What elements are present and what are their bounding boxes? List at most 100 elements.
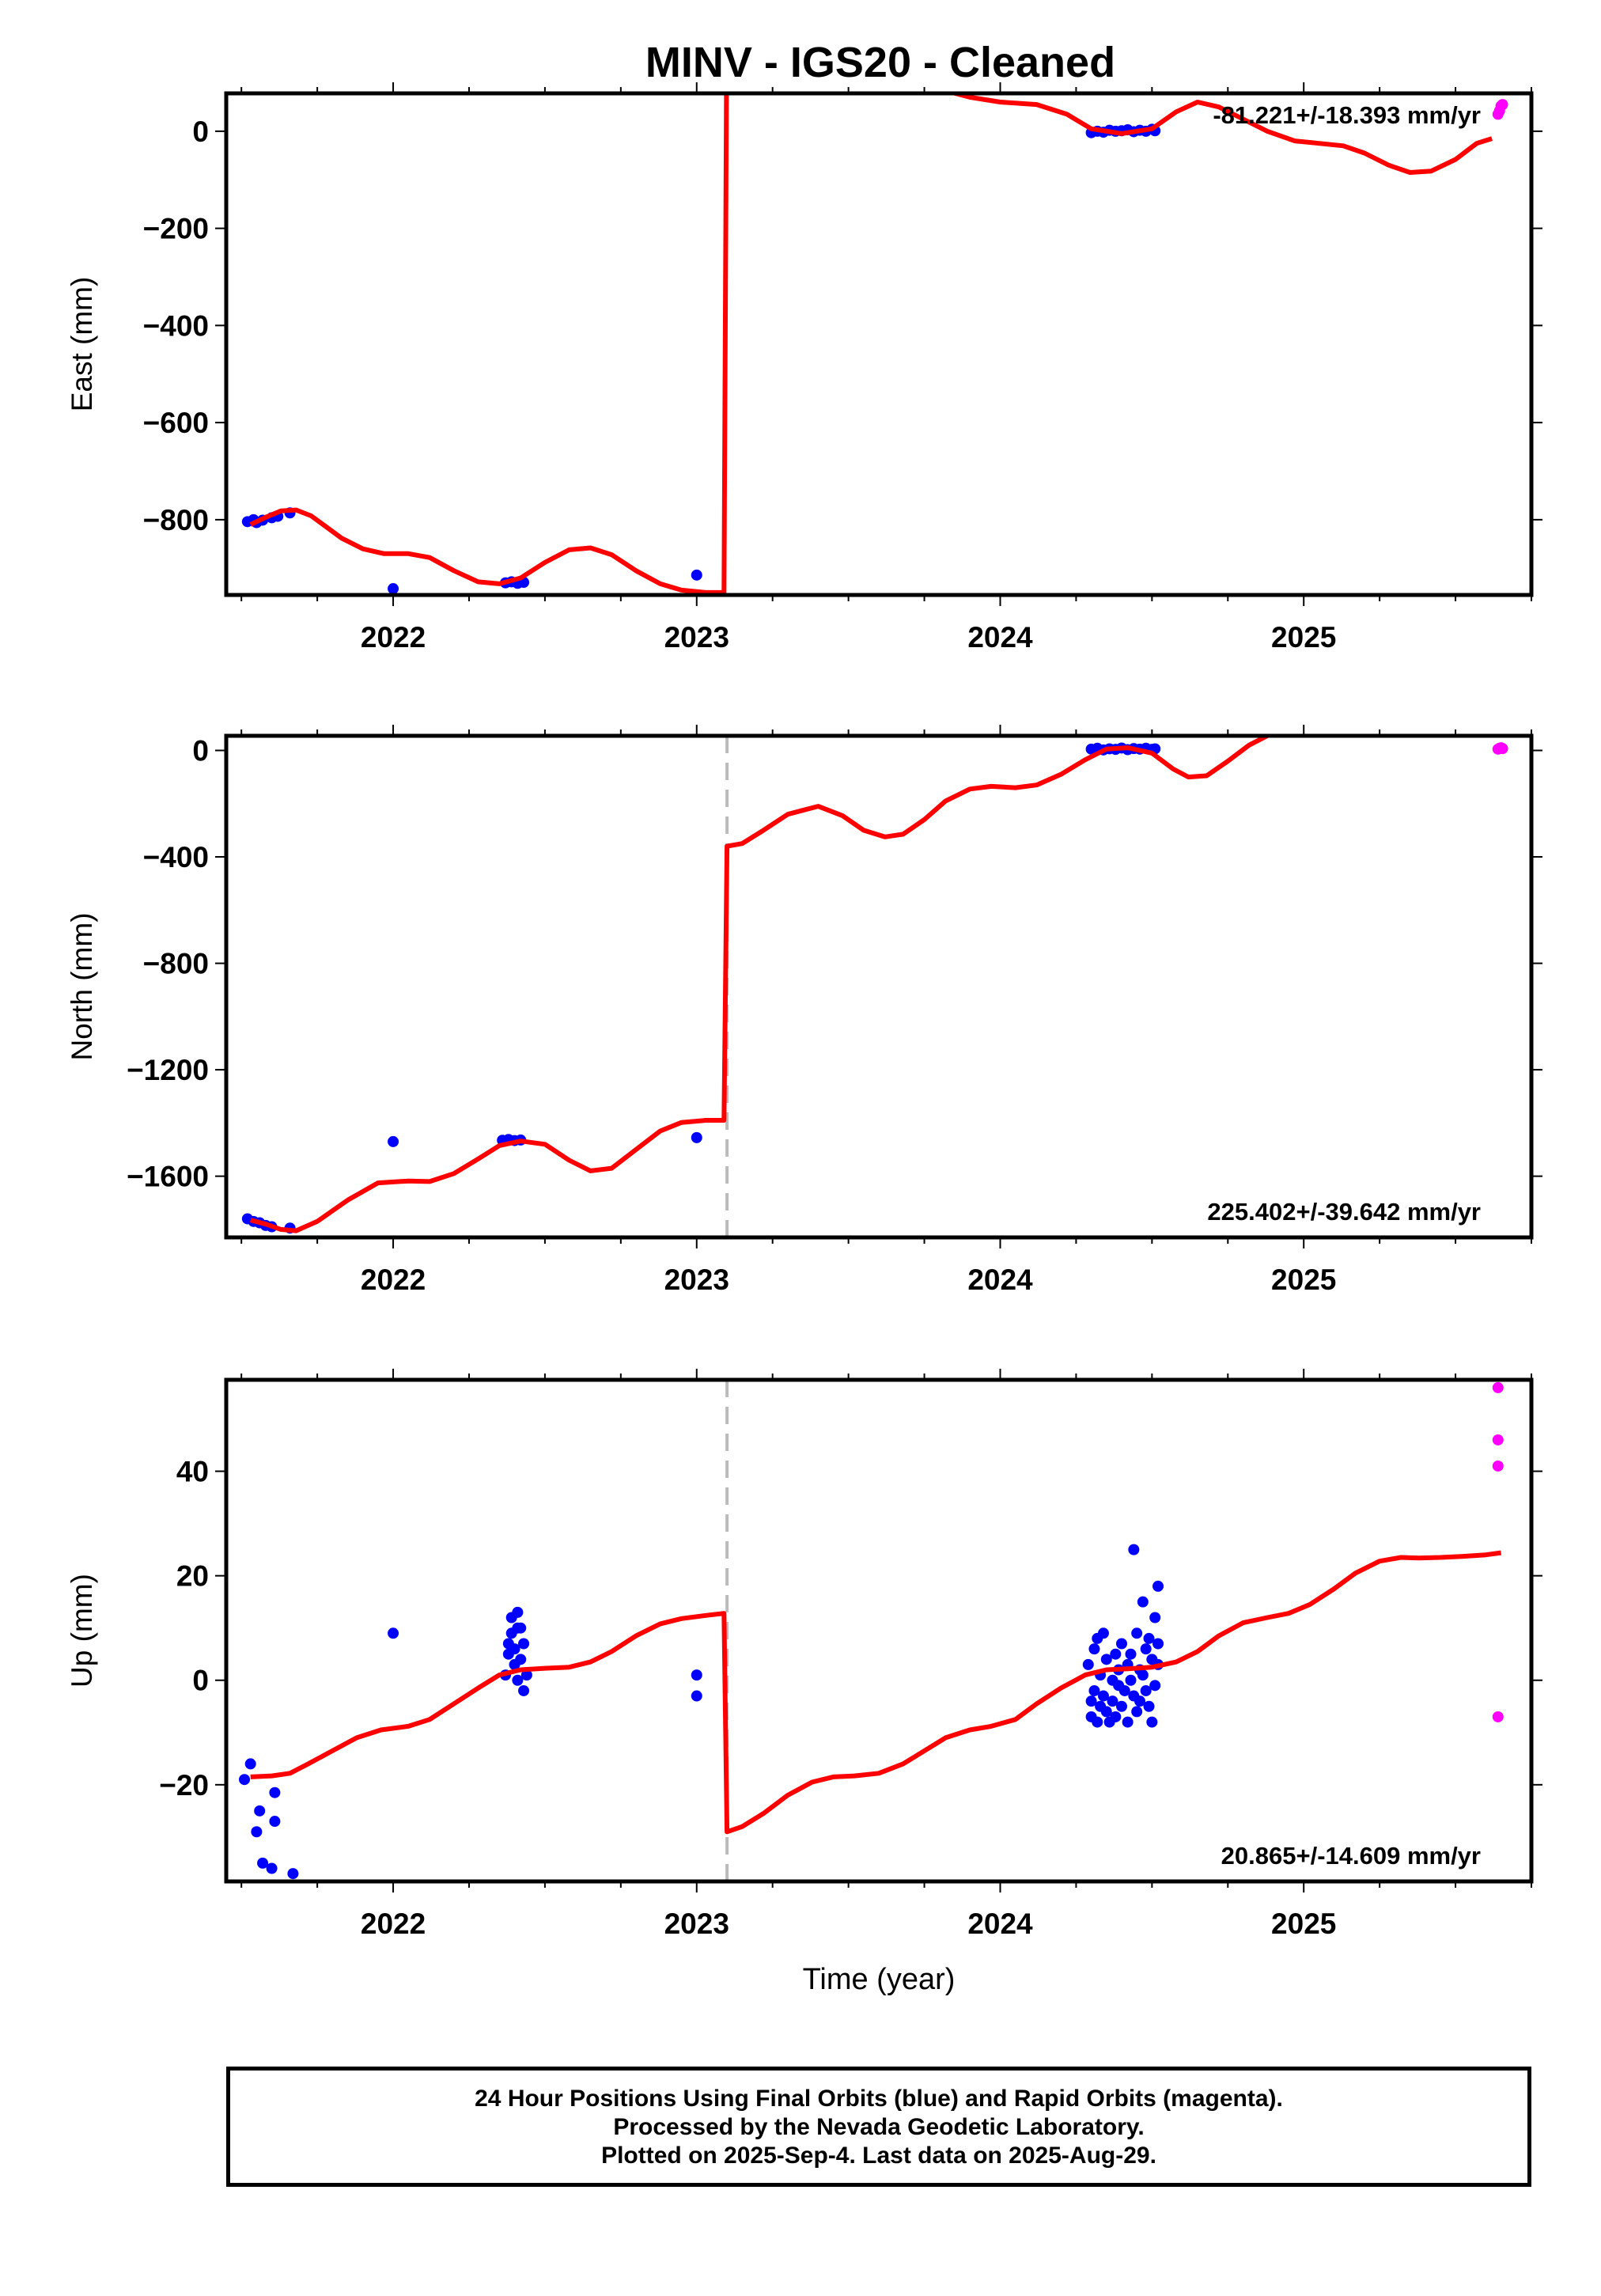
y-tick-label: −400 <box>143 309 209 342</box>
final-orbit-point <box>1082 1658 1094 1670</box>
rapid-orbit-point <box>1492 1711 1504 1722</box>
y-tick-label: −600 <box>143 407 209 439</box>
final-orbit-point <box>1100 1654 1112 1665</box>
rate-label: -81.221+/-18.393 mm/yr <box>1213 101 1481 129</box>
final-orbit-point <box>1115 1638 1127 1650</box>
x-tick-label: 2025 <box>1271 1264 1336 1296</box>
final-orbit-point <box>1131 1627 1143 1639</box>
y-tick-label: −200 <box>143 213 209 245</box>
final-orbit-point <box>1110 1711 1122 1722</box>
x-tick-label: 2025 <box>1271 1908 1336 1940</box>
final-orbit-point <box>1128 1544 1140 1555</box>
final-orbit-point <box>1110 1648 1122 1660</box>
y-tick-label: 0 <box>192 1665 209 1697</box>
final-orbit-point <box>1137 1596 1149 1608</box>
figure-title: MINV - IGS20 - Cleaned <box>645 39 1115 86</box>
x-tick-label: 2023 <box>664 1264 729 1296</box>
final-orbit-point <box>520 1669 532 1681</box>
final-orbit-point <box>1152 1580 1164 1592</box>
final-orbit-point <box>239 1774 251 1786</box>
final-orbit-point <box>266 1862 278 1874</box>
plot-area <box>241 736 1508 1237</box>
final-orbit-point <box>518 1638 530 1650</box>
final-orbit-point <box>1125 1648 1137 1660</box>
final-orbit-point <box>1143 1632 1155 1644</box>
rapid-orbit-point <box>1492 1460 1504 1472</box>
final-orbit-point <box>1097 1627 1109 1639</box>
footer-line-3: Plotted on 2025-Sep-4. Last data on 2025… <box>601 2143 1156 2169</box>
final-orbit-point <box>1140 1643 1152 1655</box>
final-orbit-point <box>518 1684 530 1696</box>
final-orbit-point <box>1149 1680 1161 1692</box>
final-orbit-point <box>691 1690 702 1702</box>
y-tick-label: −1600 <box>127 1161 209 1193</box>
model-curve <box>250 1550 1502 1835</box>
x-tick-label: 2023 <box>664 1908 729 1940</box>
final-orbit-point <box>515 1622 527 1634</box>
final-orbit-point <box>269 1816 281 1828</box>
rate-label: 225.402+/-39.642 mm/yr <box>1207 1198 1481 1226</box>
rate-label: 20.865+/-14.609 mm/yr <box>1221 1842 1481 1870</box>
y-tick-label: −20 <box>159 1769 209 1802</box>
x-tick-label: 2022 <box>361 1264 426 1296</box>
final-orbit-point <box>1122 1716 1134 1728</box>
y-tick-label: 0 <box>192 734 209 767</box>
final-orbit-point <box>1115 1700 1127 1712</box>
final-orbit-point <box>287 1868 299 1880</box>
final-orbit-point <box>512 1606 524 1618</box>
y-tick-label: −1200 <box>127 1054 209 1086</box>
final-orbit-point <box>388 1627 399 1639</box>
final-orbit-point <box>1107 1695 1118 1707</box>
final-orbit-point <box>1100 1706 1112 1718</box>
x-tick-label: 2024 <box>967 1908 1033 1940</box>
footer-line-2: Processed by the Nevada Geodetic Laborat… <box>613 2114 1145 2140</box>
x-axis-label: Time (year) <box>803 1963 956 1996</box>
y-tick-label: −800 <box>143 948 209 980</box>
final-orbit-point <box>515 1654 527 1665</box>
y-tick-label: −400 <box>143 841 209 873</box>
final-orbit-point <box>1137 1669 1149 1681</box>
panel-east: 2022 2023 2024 2025 0 −200 −400 −600 −800 East (m… <box>66 82 1542 654</box>
final-orbit-point <box>1143 1700 1155 1712</box>
final-orbit-point <box>388 1135 399 1147</box>
x-tick-label: 2023 <box>664 621 729 654</box>
final-orbit-point <box>1131 1706 1143 1718</box>
final-orbit-point <box>1085 1695 1097 1707</box>
final-orbit-point <box>244 1758 256 1770</box>
final-orbit-point <box>1134 1695 1145 1707</box>
final-orbit-point <box>1146 1716 1158 1728</box>
final-orbit-point <box>257 1857 269 1869</box>
x-tick-label: 2022 <box>361 1908 426 1940</box>
final-orbit-point <box>691 1131 702 1143</box>
final-orbit-point <box>254 1805 266 1817</box>
final-orbit-point <box>1118 1684 1130 1696</box>
x-tick-label: 2024 <box>967 1264 1033 1296</box>
plot-frame <box>224 733 1534 1240</box>
rapid-orbit-point <box>1492 1434 1504 1445</box>
footer-box: 24 Hour Positions Using Final Orbits (bl… <box>226 2067 1531 2187</box>
plot-area <box>239 1380 1504 1881</box>
x-tick-label: 2022 <box>361 621 426 654</box>
final-orbit-point <box>1149 1612 1161 1623</box>
x-tick-label: 2024 <box>967 621 1033 654</box>
final-orbit-point <box>691 1669 702 1681</box>
plot-frame <box>224 1377 1534 1884</box>
plot-area <box>241 93 1508 595</box>
rapid-orbit-point <box>1492 1381 1504 1393</box>
y-axis-label: East (mm) <box>66 277 98 412</box>
y-axis-label: Up (mm) <box>66 1574 98 1688</box>
footer-line-1: 24 Hour Positions Using Final Orbits (bl… <box>475 2086 1283 2112</box>
panel-north: 2022 2023 2024 2025 0 −400 −800 −1200 −1600 North… <box>66 725 1542 1296</box>
final-orbit-point <box>251 1826 263 1838</box>
y-tick-label: 20 <box>176 1560 209 1593</box>
final-orbit-point <box>269 1786 281 1798</box>
final-orbit-point <box>1092 1716 1103 1728</box>
x-tick-label: 2025 <box>1271 621 1336 654</box>
final-orbit-point <box>1140 1684 1152 1696</box>
y-tick-label: 0 <box>192 116 209 148</box>
model-curve <box>249 736 1269 1233</box>
plot-frame <box>224 91 1534 597</box>
final-orbit-point <box>1088 1684 1100 1696</box>
model-curve <box>249 93 1493 595</box>
